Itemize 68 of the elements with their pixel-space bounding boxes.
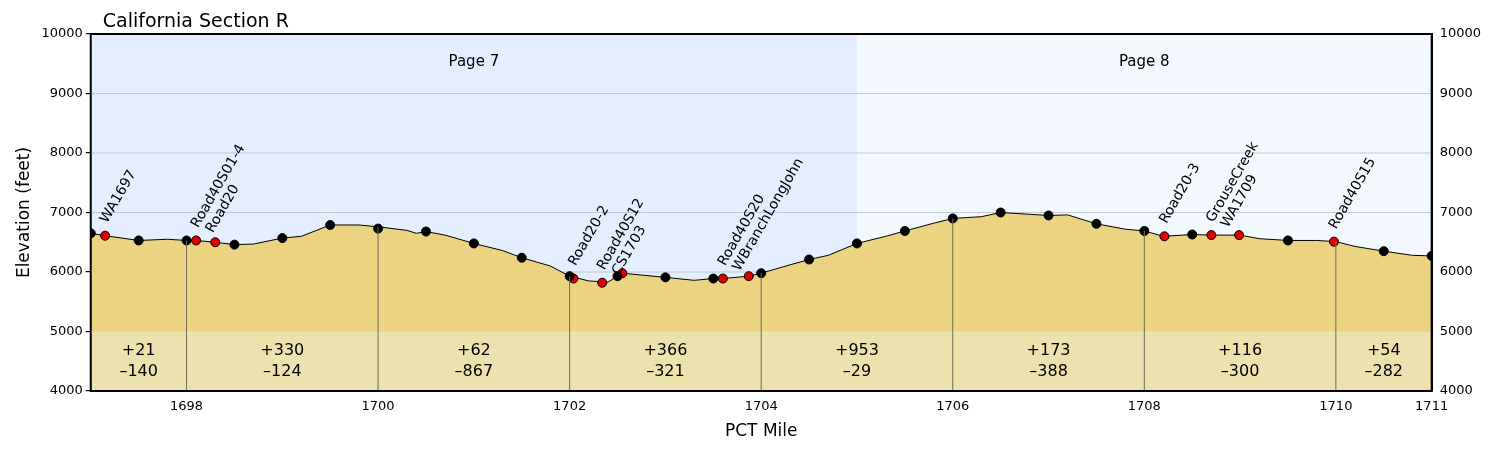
- point: [1234, 230, 1245, 241]
- point: [1206, 230, 1217, 241]
- y-tick-label: 9000: [49, 84, 83, 100]
- y-tick-label: 8000: [49, 144, 83, 160]
- point: [325, 220, 336, 230]
- y2-tick-label: 8000: [1439, 144, 1473, 160]
- point: [564, 271, 575, 282]
- point: [708, 273, 719, 284]
- x-tick-label: 1710: [1319, 398, 1353, 414]
- point: [597, 277, 608, 288]
- point: [420, 226, 431, 237]
- point: [1187, 229, 1198, 240]
- point: [1282, 235, 1293, 246]
- point: [756, 268, 767, 279]
- x-tick-label: 1700: [361, 398, 395, 414]
- point: [277, 233, 288, 244]
- point: [1139, 225, 1150, 236]
- annotation: +330 –124: [260, 339, 305, 380]
- y2-tick-label: 10000: [1439, 25, 1481, 41]
- band-label: Page 7: [448, 51, 500, 70]
- annotation: +62 –867: [454, 339, 494, 380]
- y-axis-title: Elevation (feet): [12, 146, 33, 279]
- y-tick-label: 4000: [49, 382, 83, 398]
- point: [743, 271, 754, 282]
- x-tick-label: 1706: [936, 398, 970, 414]
- point: [899, 225, 910, 236]
- point: [1043, 210, 1054, 221]
- point: [210, 237, 221, 248]
- point: [1159, 231, 1170, 242]
- y-tick-label: 7000: [49, 203, 83, 219]
- point: [181, 235, 192, 246]
- point: [1378, 246, 1389, 257]
- point: [717, 273, 728, 284]
- point: [516, 252, 527, 263]
- x-tick-label: 1702: [553, 398, 587, 414]
- point: [133, 235, 144, 246]
- annotation: +953 –29: [835, 339, 879, 380]
- annotation: +116 –300: [1218, 339, 1263, 380]
- point: [1091, 218, 1102, 229]
- y2-tick-label: 6000: [1439, 263, 1473, 279]
- point: [851, 238, 862, 249]
- point: [1328, 236, 1339, 247]
- point: [947, 213, 958, 224]
- annotation: +21 –140: [119, 339, 158, 380]
- x-tick-label: 1698: [169, 398, 204, 414]
- chart-title: California Section R: [102, 9, 289, 32]
- y2-tick-label: 4000: [1439, 382, 1473, 398]
- annotation: +54 –282: [1364, 339, 1404, 380]
- point: [468, 238, 479, 249]
- y-tick-label: 6000: [49, 263, 83, 279]
- point: [191, 235, 202, 246]
- band-label: Page 8: [1119, 51, 1170, 70]
- y-tick-label: 10000: [41, 25, 83, 41]
- point: [100, 230, 111, 241]
- x-axis-title: PCT Mile: [724, 420, 798, 441]
- x-tick-label: 1704: [744, 398, 778, 414]
- annotation: +366 –321: [643, 339, 688, 380]
- point: [995, 207, 1006, 218]
- x-tick-label: 1708: [1127, 398, 1161, 414]
- y2-tick-label: 9000: [1439, 84, 1473, 100]
- y2-tick-label: 7000: [1439, 203, 1473, 219]
- y-tick-label: 5000: [49, 322, 83, 338]
- point: [804, 254, 815, 265]
- x-tick-label: 1711: [1415, 398, 1449, 414]
- annotation: +173 –388: [1026, 339, 1071, 380]
- point: [229, 239, 240, 250]
- point: [660, 272, 671, 283]
- y2-tick-label: 5000: [1439, 322, 1473, 338]
